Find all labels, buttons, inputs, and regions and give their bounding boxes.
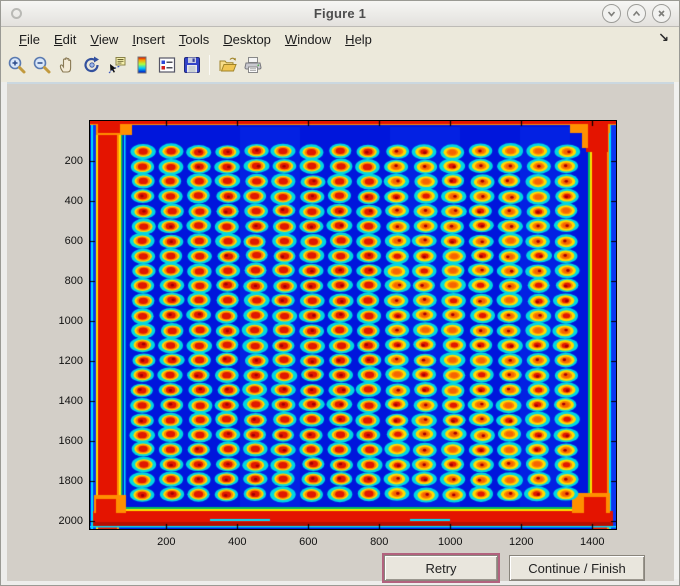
window-frame-bottom <box>1 579 679 585</box>
window-frame-left <box>1 82 7 585</box>
y-tick-label: 400 <box>64 194 83 207</box>
chevron-down-icon <box>607 11 616 17</box>
printer-icon <box>243 57 262 73</box>
window-controls <box>602 4 671 23</box>
x-tick-label: 1400 <box>579 536 605 548</box>
pan-button[interactable] <box>54 53 79 77</box>
zoom-in-button[interactable] <box>4 53 29 77</box>
legend-icon <box>158 57 175 73</box>
x-tick-label: 1000 <box>437 536 463 548</box>
minimize-button[interactable] <box>602 4 621 23</box>
data-cursor-icon <box>108 57 125 74</box>
x-tick-label: 400 <box>228 536 247 548</box>
continue-finish-button[interactable]: Continue / Finish <box>509 555 645 581</box>
y-tick-label: 1600 <box>58 434 83 447</box>
y-tick-label: 600 <box>64 234 83 247</box>
menu-item-file[interactable]: File <box>19 32 40 47</box>
colorbar-button[interactable] <box>129 53 154 77</box>
close-icon <box>658 10 665 17</box>
legend-button[interactable] <box>154 53 179 77</box>
chevron-up-icon <box>632 10 641 17</box>
x-tick-label: 200 <box>157 536 176 548</box>
menu-item-tools[interactable]: Tools <box>178 32 210 47</box>
open-folder-icon <box>219 57 237 72</box>
save-button[interactable] <box>179 53 204 77</box>
menu-item-desktop[interactable]: Desktop <box>223 32 271 47</box>
window-menu-icon[interactable] <box>11 8 22 19</box>
heatmap-plot[interactable] <box>89 120 617 530</box>
close-button[interactable] <box>652 4 671 23</box>
rotate-icon <box>83 56 99 73</box>
print-button[interactable] <box>240 53 265 77</box>
title-bar: Figure 1 <box>1 1 679 27</box>
toolbar-separator <box>209 55 210 75</box>
y-tick-label: 1200 <box>58 354 83 367</box>
dock-figure-icon[interactable]: ↘ <box>658 31 669 46</box>
save-icon <box>183 57 200 73</box>
menu-item-help[interactable]: Help <box>345 32 372 47</box>
y-tick-label: 1800 <box>58 474 83 487</box>
zoom-out-button[interactable] <box>29 53 54 77</box>
y-tick-label: 200 <box>64 154 83 167</box>
window-title: Figure 1 <box>313 6 367 21</box>
open-file-button[interactable] <box>215 53 240 77</box>
y-tick-label: 1000 <box>58 314 83 327</box>
colorbar-icon <box>137 56 146 74</box>
menu-bar: File Edit View Insert Tools Desktop Window Help… <box>1 28 679 51</box>
menu-items: File Edit View Insert Tools Desktop Window Help <box>13 30 380 49</box>
retry-button[interactable]: Retry <box>382 553 500 583</box>
figure-canvas-area: 200 400 600 800 1000 1200 1400 1600 1800 2000 200 4… <box>7 82 674 583</box>
data-cursor-button[interactable] <box>104 53 129 77</box>
rotate-3d-button[interactable] <box>79 53 104 77</box>
y-tick-label: 2000 <box>58 514 83 527</box>
window-frame-right <box>672 82 679 585</box>
hand-icon <box>59 57 71 73</box>
x-tick-label: 800 <box>370 536 389 548</box>
menu-item-window[interactable]: Window <box>284 32 332 47</box>
menu-item-edit[interactable]: Edit <box>53 32 77 47</box>
zoom-out-icon <box>33 56 50 74</box>
maximize-button[interactable] <box>627 4 646 23</box>
zoom-in-icon <box>8 56 25 74</box>
menu-item-view[interactable]: View <box>90 32 119 47</box>
menu-item-insert[interactable]: Insert <box>132 32 165 47</box>
x-tick-label: 1200 <box>508 536 534 548</box>
y-tick-label: 1400 <box>58 394 83 407</box>
x-tick-label: 600 <box>299 536 318 548</box>
y-tick-label: 800 <box>64 274 83 287</box>
figure-toolbar <box>1 51 679 82</box>
